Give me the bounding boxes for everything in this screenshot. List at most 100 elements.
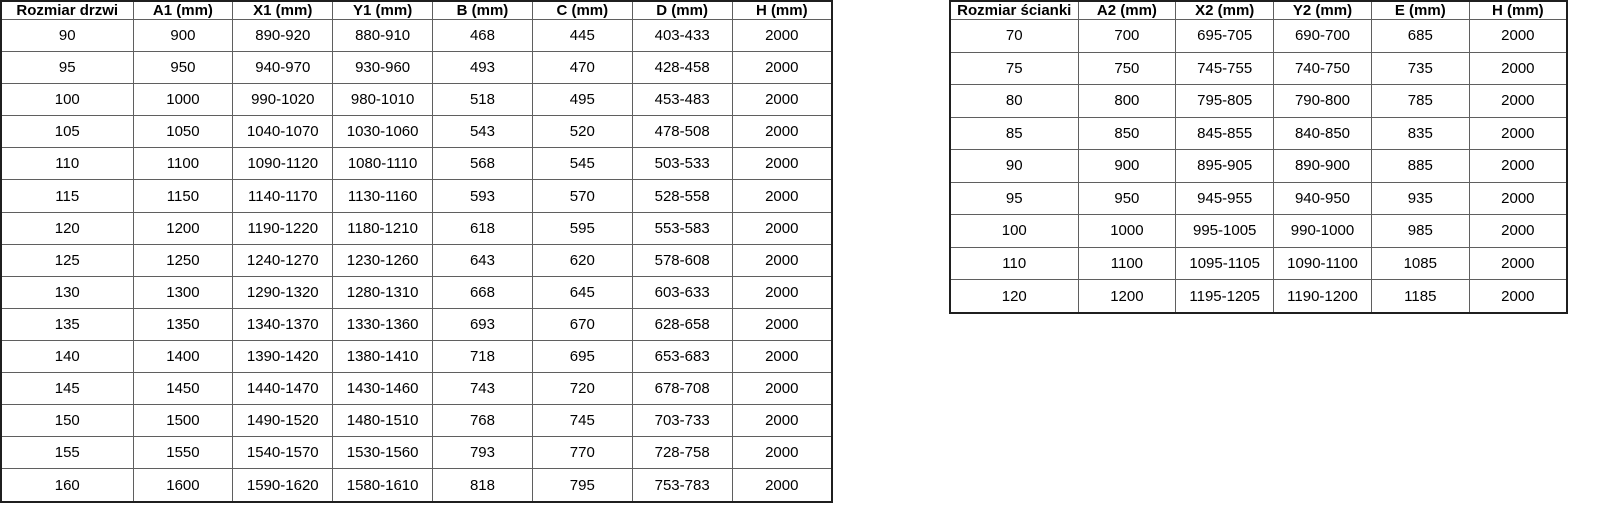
table-cell: 453-483 bbox=[631, 83, 733, 117]
table-cell: 445 bbox=[531, 18, 633, 53]
table-cell: 85 bbox=[949, 116, 1079, 150]
table-cell: 80 bbox=[949, 84, 1079, 118]
table-row: 75 750 745-755 740-750 735 2000 bbox=[949, 51, 1568, 85]
table-cell: 603-633 bbox=[631, 275, 733, 309]
table-cell: 885 bbox=[1370, 149, 1470, 183]
table-cell: 1030-1060 bbox=[332, 115, 434, 149]
table-cell: 768 bbox=[432, 404, 533, 438]
table-cell: 1390-1420 bbox=[232, 339, 334, 374]
table-cell: 1340-1370 bbox=[232, 307, 334, 341]
table-cell: 935 bbox=[1370, 181, 1470, 215]
header-row: Rozmiar drzwi A1 (mm) X1 (mm) Y1 (mm) B (mm)… bbox=[0, 0, 833, 20]
table-cell: 995-1005 bbox=[1175, 214, 1275, 248]
column-header: C (mm) bbox=[531, 0, 633, 20]
table-cell: 1540-1570 bbox=[232, 436, 334, 470]
table-cell: 695-705 bbox=[1175, 19, 1275, 53]
door-table-header: Rozmiar drzwi A1 (mm) X1 (mm) Y1 (mm) B (mm)… bbox=[0, 0, 833, 20]
table-row: 110 1100 1090-1120 1080-1110 568 545 503-533 20… bbox=[0, 147, 833, 181]
table-cell: 553-583 bbox=[631, 211, 733, 245]
table-cell: 595 bbox=[531, 211, 633, 245]
table-row: 130 1300 1290-1320 1280-1310 668 645 603-633 20… bbox=[0, 275, 833, 309]
table-cell: 2000 bbox=[1468, 51, 1568, 85]
table-cell: 2000 bbox=[731, 436, 833, 470]
table-row: 90 900 890-920 880-910 468 445 403-433 2000 bbox=[0, 18, 833, 53]
table-cell: 2000 bbox=[731, 18, 833, 53]
column-header: H (mm) bbox=[731, 0, 833, 20]
table-cell: 1100 bbox=[1077, 246, 1177, 280]
table-row: 155 1550 1540-1570 1530-1560 793 770 728-758 20… bbox=[0, 436, 833, 470]
table-cell: 1000 bbox=[132, 83, 234, 117]
table-cell: 620 bbox=[531, 243, 633, 277]
table-cell: 990-1020 bbox=[232, 83, 334, 117]
table-cell: 1200 bbox=[132, 211, 234, 245]
table-cell: 1450 bbox=[132, 372, 234, 406]
table-cell: 578-608 bbox=[631, 243, 733, 277]
column-header: B (mm) bbox=[432, 0, 533, 20]
table-cell: 1380-1410 bbox=[332, 339, 434, 374]
header-row: Rozmiar ścianki A2 (mm) X2 (mm) Y2 (mm) E (m… bbox=[949, 0, 1568, 20]
table-cell: 2000 bbox=[731, 179, 833, 213]
table-cell: 568 bbox=[432, 147, 533, 181]
table-cell: 110 bbox=[949, 246, 1079, 280]
table-cell: 115 bbox=[0, 179, 134, 213]
table-row: 125 1250 1240-1270 1230-1260 643 620 578-608 20… bbox=[0, 243, 833, 277]
table-cell: 90 bbox=[0, 18, 134, 53]
table-cell: 1530-1560 bbox=[332, 436, 434, 470]
table-cell: 1190-1200 bbox=[1273, 279, 1372, 314]
table-cell: 800 bbox=[1077, 84, 1177, 118]
table-cell: 1230-1260 bbox=[332, 243, 434, 277]
table-cell: 720 bbox=[531, 372, 633, 406]
column-header: A1 (mm) bbox=[132, 0, 234, 20]
table-cell: 643 bbox=[432, 243, 533, 277]
table-cell: 695 bbox=[531, 339, 633, 374]
table-cell: 728-758 bbox=[631, 436, 733, 470]
table-cell: 645 bbox=[531, 275, 633, 309]
table-row: 85 850 845-855 840-850 835 2000 bbox=[949, 116, 1568, 150]
table-cell: 890-920 bbox=[232, 18, 334, 53]
table-cell: 1430-1460 bbox=[332, 372, 434, 406]
table-cell: 1095-1105 bbox=[1175, 246, 1275, 280]
table-cell: 743 bbox=[432, 372, 533, 406]
table-cell: 135 bbox=[0, 307, 134, 341]
table-row: 80 800 795-805 790-800 785 2000 bbox=[949, 84, 1568, 118]
table-cell: 150 bbox=[0, 404, 134, 438]
table-cell: 835 bbox=[1370, 116, 1470, 150]
table-cell: 2000 bbox=[731, 275, 833, 309]
table-cell: 160 bbox=[0, 468, 134, 503]
table-cell: 2000 bbox=[1468, 214, 1568, 248]
table-cell: 70 bbox=[949, 19, 1079, 53]
table-cell: 1100 bbox=[132, 147, 234, 181]
table-row: 70 700 695-705 690-700 685 2000 bbox=[949, 19, 1568, 53]
table-cell: 2000 bbox=[731, 243, 833, 277]
table-cell: 693 bbox=[432, 307, 533, 341]
table-cell: 125 bbox=[0, 243, 134, 277]
table-cell: 750 bbox=[1077, 51, 1177, 85]
table-cell: 1280-1310 bbox=[332, 275, 434, 309]
table-cell: 2000 bbox=[731, 307, 833, 341]
table-cell: 818 bbox=[432, 468, 533, 503]
table-cell: 520 bbox=[531, 115, 633, 149]
table-cell: 1185 bbox=[1370, 279, 1470, 314]
table-cell: 1250 bbox=[132, 243, 234, 277]
table-cell: 1590-1620 bbox=[232, 468, 334, 503]
table-cell: 528-558 bbox=[631, 179, 733, 213]
table-cell: 793 bbox=[432, 436, 533, 470]
table-cell: 155 bbox=[0, 436, 134, 470]
table-cell: 1090-1120 bbox=[232, 147, 334, 181]
table-cell: 2000 bbox=[1468, 246, 1568, 280]
table-cell: 703-733 bbox=[631, 404, 733, 438]
table-cell: 745 bbox=[531, 404, 633, 438]
table-cell: 403-433 bbox=[631, 18, 733, 53]
table-cell: 543 bbox=[432, 115, 533, 149]
table-cell: 2000 bbox=[1468, 19, 1568, 53]
column-header: Y1 (mm) bbox=[332, 0, 434, 20]
table-cell: 900 bbox=[1077, 149, 1177, 183]
table-cell: 1090-1100 bbox=[1273, 246, 1372, 280]
table-cell: 478-508 bbox=[631, 115, 733, 149]
table-row: 120 1200 1195-1205 1190-1200 1185 2000 bbox=[949, 279, 1568, 314]
table-cell: 740-750 bbox=[1273, 51, 1372, 85]
table-cell: 2000 bbox=[731, 339, 833, 374]
table-cell: 940-970 bbox=[232, 51, 334, 85]
table-cell: 1490-1520 bbox=[232, 404, 334, 438]
wall-sizes-table: Rozmiar ścianki A2 (mm) X2 (mm) Y2 (mm) E (m… bbox=[949, 0, 1568, 314]
